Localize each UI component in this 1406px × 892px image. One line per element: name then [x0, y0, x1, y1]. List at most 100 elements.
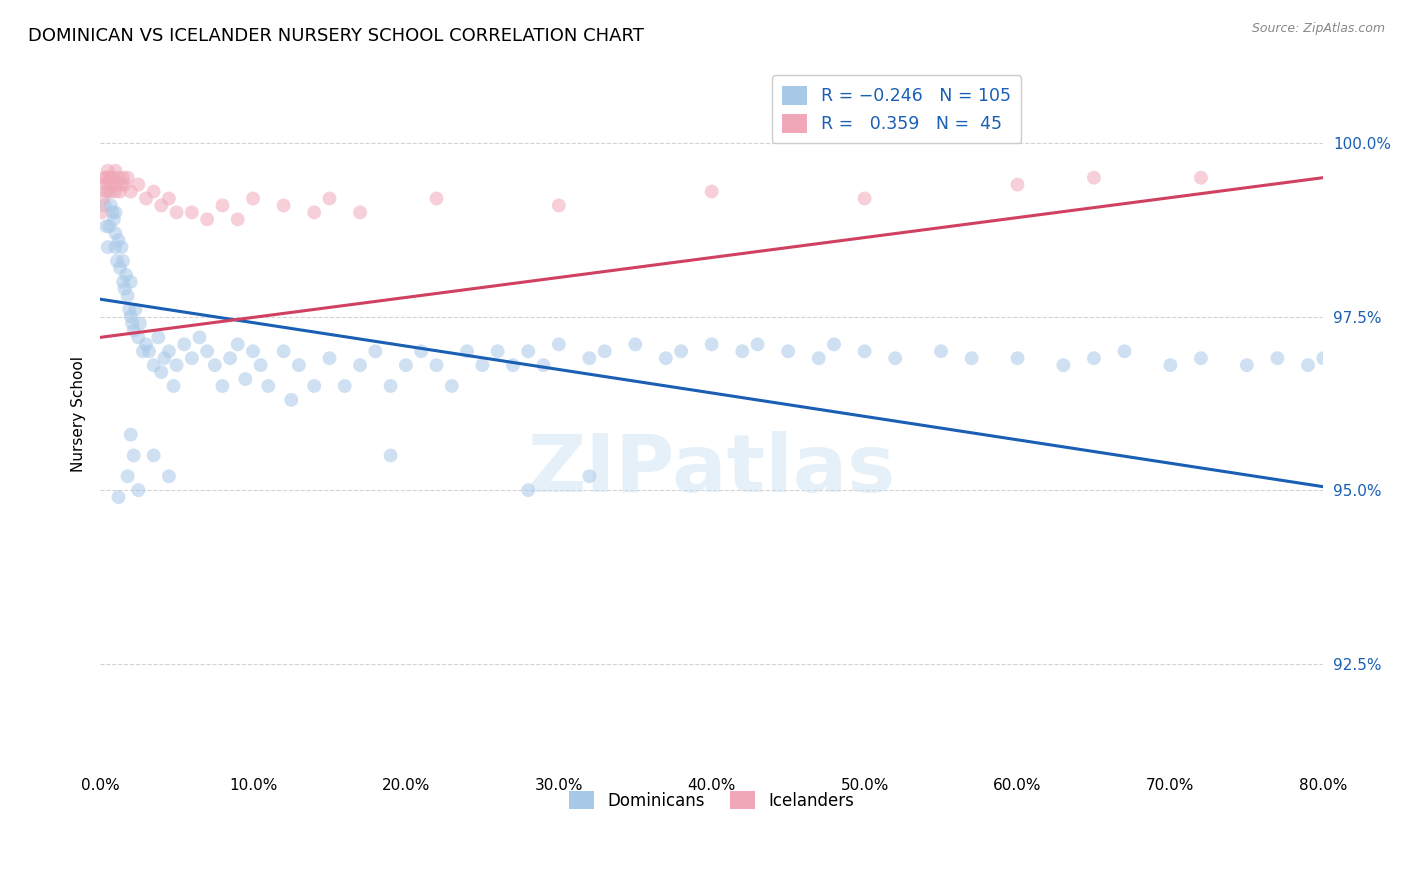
- Point: [105, 254, 128, 268]
- Text: DOMINICAN VS ICELANDER NURSERY SCHOOL CORRELATION CHART: DOMINICAN VS ICELANDER NURSERY SCHOOL CO…: [28, 27, 644, 45]
- Point: [204, 358, 226, 372]
- Point: [96, 170, 118, 185]
- Point: [1159, 358, 1181, 372]
- Point: [288, 358, 311, 372]
- Point: [150, 198, 173, 212]
- Point: [471, 358, 494, 372]
- Point: [101, 205, 124, 219]
- Point: [173, 337, 195, 351]
- Point: [273, 198, 295, 212]
- Point: [219, 351, 242, 366]
- Point: [211, 379, 233, 393]
- Point: [98, 170, 121, 185]
- Point: [120, 185, 142, 199]
- Point: [1312, 351, 1334, 366]
- Point: [142, 185, 165, 199]
- Point: [807, 351, 830, 366]
- Point: [122, 449, 145, 463]
- Point: [97, 185, 120, 199]
- Point: [98, 219, 121, 234]
- Point: [127, 330, 149, 344]
- Point: [96, 219, 118, 234]
- Point: [578, 351, 600, 366]
- Point: [242, 344, 264, 359]
- Point: [107, 170, 129, 185]
- Point: [349, 358, 371, 372]
- Point: [960, 351, 983, 366]
- Point: [112, 275, 135, 289]
- Point: [107, 233, 129, 247]
- Point: [148, 330, 170, 344]
- Point: [97, 240, 120, 254]
- Point: [655, 351, 678, 366]
- Point: [1083, 351, 1105, 366]
- Point: [142, 358, 165, 372]
- Point: [157, 192, 180, 206]
- Point: [1189, 351, 1212, 366]
- Point: [411, 344, 433, 359]
- Point: [302, 379, 325, 393]
- Point: [273, 344, 295, 359]
- Point: [91, 192, 114, 206]
- Point: [280, 392, 302, 407]
- Point: [235, 372, 257, 386]
- Point: [100, 185, 122, 199]
- Point: [108, 185, 131, 199]
- Point: [135, 192, 157, 206]
- Point: [96, 185, 118, 199]
- Point: [195, 344, 218, 359]
- Y-axis label: Nursery School: Nursery School: [72, 356, 86, 472]
- Point: [153, 351, 176, 366]
- Point: [127, 178, 149, 192]
- Point: [124, 302, 146, 317]
- Point: [349, 205, 371, 219]
- Point: [547, 198, 569, 212]
- Point: [101, 178, 124, 192]
- Point: [93, 178, 115, 192]
- Point: [778, 344, 800, 359]
- Point: [180, 205, 202, 219]
- Point: [195, 212, 218, 227]
- Point: [1236, 358, 1258, 372]
- Point: [162, 379, 184, 393]
- Point: [157, 344, 180, 359]
- Point: [127, 483, 149, 498]
- Point: [115, 268, 138, 282]
- Point: [547, 337, 569, 351]
- Point: [425, 192, 447, 206]
- Point: [1007, 351, 1029, 366]
- Point: [166, 205, 188, 219]
- Point: [257, 379, 280, 393]
- Point: [333, 379, 356, 393]
- Point: [117, 170, 139, 185]
- Point: [578, 469, 600, 483]
- Text: Source: ZipAtlas.com: Source: ZipAtlas.com: [1251, 22, 1385, 36]
- Point: [128, 317, 150, 331]
- Point: [249, 358, 271, 372]
- Point: [104, 163, 127, 178]
- Point: [112, 254, 135, 268]
- Point: [211, 198, 233, 212]
- Point: [100, 198, 122, 212]
- Text: ZIPatlas: ZIPatlas: [527, 432, 896, 509]
- Point: [853, 192, 876, 206]
- Point: [93, 198, 115, 212]
- Point: [110, 178, 132, 192]
- Point: [823, 337, 845, 351]
- Point: [1267, 351, 1289, 366]
- Point: [731, 344, 754, 359]
- Point: [486, 344, 509, 359]
- Point: [142, 449, 165, 463]
- Point: [110, 240, 132, 254]
- Point: [517, 344, 540, 359]
- Point: [114, 282, 136, 296]
- Point: [100, 170, 122, 185]
- Point: [533, 358, 555, 372]
- Point: [107, 490, 129, 504]
- Legend: Dominicans, Icelanders: Dominicans, Icelanders: [562, 785, 860, 816]
- Point: [114, 178, 136, 192]
- Point: [180, 351, 202, 366]
- Point: [593, 344, 616, 359]
- Point: [456, 344, 478, 359]
- Point: [242, 192, 264, 206]
